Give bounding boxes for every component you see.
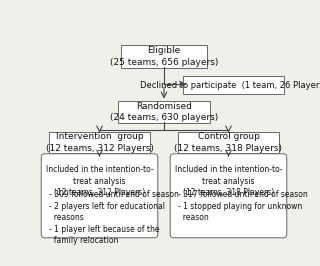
FancyBboxPatch shape — [49, 132, 150, 153]
Text: - 309 followed until end of season
- 2 players left for educational
  reasons
- : - 309 followed until end of season - 2 p… — [49, 190, 179, 245]
FancyBboxPatch shape — [170, 154, 287, 238]
Text: Included in the intention-to-
treat analysis
(12 teams, 318 Players): Included in the intention-to- treat anal… — [175, 165, 282, 197]
FancyBboxPatch shape — [183, 76, 284, 94]
Text: Randomised
(24 teams, 630 players): Randomised (24 teams, 630 players) — [110, 102, 218, 122]
FancyBboxPatch shape — [178, 132, 279, 153]
Text: Eligible
(25 teams, 656 players): Eligible (25 teams, 656 players) — [110, 46, 218, 67]
Text: Declined to participate  (1 team, 26 Players): Declined to participate (1 team, 26 Play… — [140, 81, 320, 90]
FancyBboxPatch shape — [121, 45, 207, 68]
Text: Control group
(12 teams, 318 Players): Control group (12 teams, 318 Players) — [174, 132, 283, 153]
Text: - 317 followed until end of season
- 1 stopped playing for unknown
  reason: - 317 followed until end of season - 1 s… — [178, 190, 308, 222]
Text: Included in the intention-to-
treat analysis
(12 teams, 312 Players): Included in the intention-to- treat anal… — [46, 165, 153, 197]
Text: Intervention  group
(12 teams, 312 Players): Intervention group (12 teams, 312 Player… — [45, 132, 154, 153]
FancyBboxPatch shape — [118, 101, 210, 123]
FancyBboxPatch shape — [41, 154, 158, 238]
